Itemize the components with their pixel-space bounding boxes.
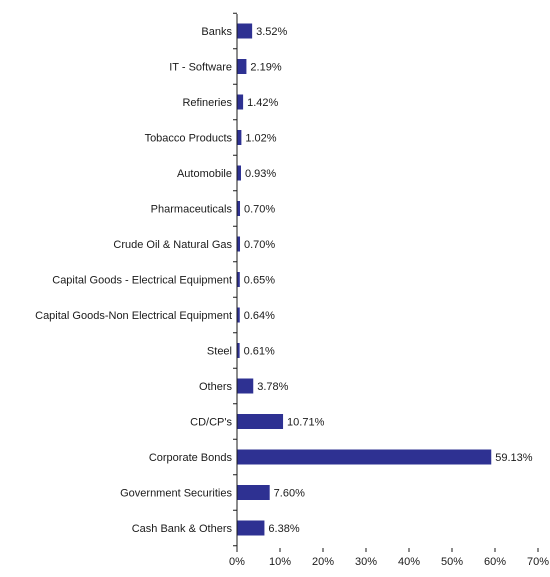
value-label: 59.13%: [495, 452, 533, 464]
category-label: Government Securities: [120, 488, 232, 500]
value-label: 10.71%: [287, 417, 325, 429]
bar: [237, 485, 270, 500]
axis-layer: 0% 10% 20% 30% 40% 50% 60% 70% Banks 3.52% IT - So…: [35, 12, 549, 568]
bar: [237, 307, 240, 323]
bar: [237, 23, 253, 39]
value-label: 0.64%: [244, 310, 275, 322]
value-label: 0.61%: [244, 346, 275, 358]
bar: [237, 130, 242, 145]
category-label: Banks: [201, 26, 232, 38]
category-label: Capital Goods-Non Electrical Equipment: [35, 310, 232, 322]
category-label: CD/CP's: [190, 417, 232, 429]
bars-layer: [237, 23, 492, 536]
bar: [237, 449, 492, 465]
value-label: 7.60%: [274, 488, 305, 500]
value-label: 0.65%: [244, 275, 275, 287]
category-label: IT - Software: [169, 62, 232, 74]
value-label: 0.70%: [244, 239, 275, 251]
category-label: Capital Goods - Electrical Equipment: [52, 275, 232, 287]
category-label: Tobacco Products: [145, 133, 233, 145]
value-label: 0.70%: [244, 204, 275, 216]
bar: [237, 272, 240, 287]
bar: [237, 414, 284, 429]
category-label: Crude Oil & Natural Gas: [113, 239, 232, 251]
bar: [237, 520, 265, 536]
x-tick-label: 40%: [398, 556, 420, 568]
x-tick-label: 10%: [269, 556, 291, 568]
value-label: 3.78%: [257, 381, 288, 393]
bar: [237, 378, 254, 394]
category-label: Refineries: [182, 97, 232, 109]
x-tick-label: 60%: [484, 556, 506, 568]
category-label: Steel: [207, 346, 232, 358]
category-label: Automobile: [177, 168, 232, 180]
bar: [237, 59, 247, 74]
bar: [237, 236, 241, 252]
bar: [237, 94, 244, 110]
category-label: Pharmaceuticals: [151, 204, 233, 216]
bar: [237, 343, 240, 358]
bar: [237, 165, 241, 181]
value-label: 1.42%: [247, 97, 278, 109]
value-label: 1.02%: [245, 133, 276, 145]
category-label: Corporate Bonds: [149, 452, 233, 464]
value-label: 2.19%: [250, 62, 281, 74]
bar: [237, 201, 241, 216]
value-label: 0.93%: [245, 168, 276, 180]
x-tick-label: 20%: [312, 556, 334, 568]
value-label: 3.52%: [256, 26, 287, 38]
x-tick-label: 30%: [355, 556, 377, 568]
x-tick-label: 70%: [527, 556, 549, 568]
x-tick-label: 50%: [441, 556, 463, 568]
x-tick-label: 0%: [229, 556, 245, 568]
category-label: Cash Bank & Others: [132, 523, 233, 535]
category-label: Others: [199, 381, 233, 393]
value-label: 6.38%: [268, 523, 299, 535]
